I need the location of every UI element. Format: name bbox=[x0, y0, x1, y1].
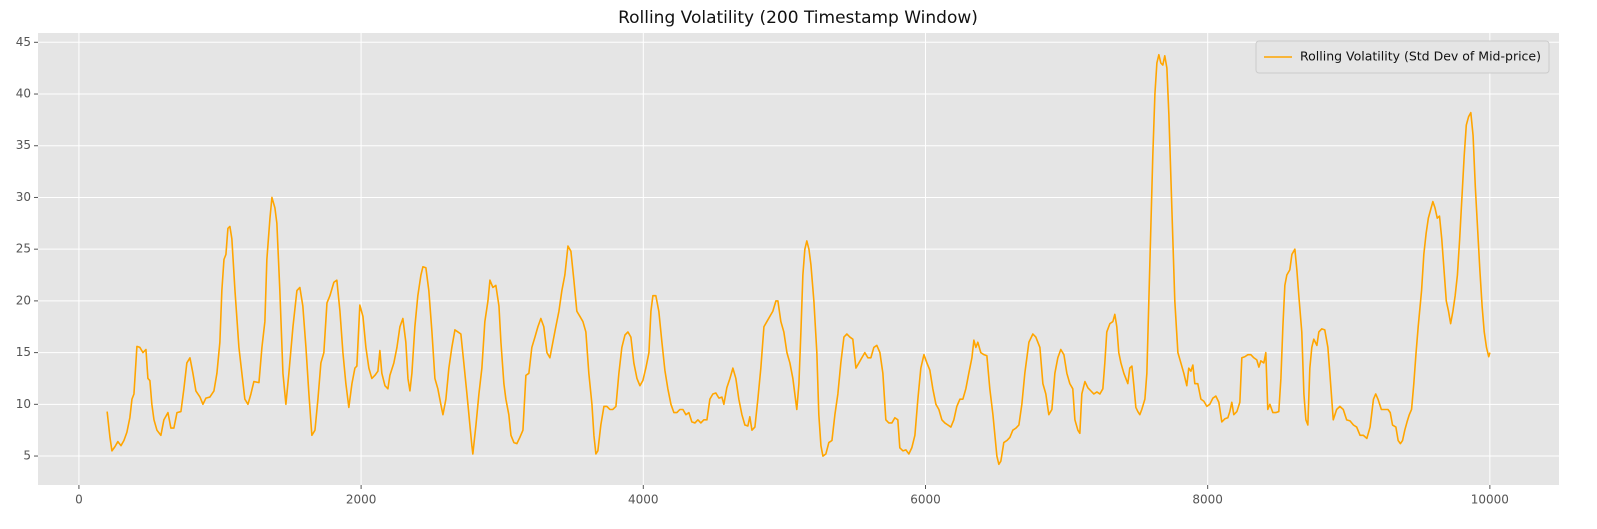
y-tick-label: 25 bbox=[16, 242, 31, 256]
legend-box bbox=[1255, 40, 1550, 74]
y-tick-label: 5 bbox=[23, 449, 31, 463]
y-tick-label: 30 bbox=[16, 190, 31, 204]
chart-title: Rolling Volatility (200 Timestamp Window… bbox=[618, 8, 978, 28]
series-line bbox=[106, 53, 1491, 466]
x-tick-label: 0 bbox=[75, 493, 83, 507]
x-tick-label: 2000 bbox=[346, 493, 377, 507]
x-tick-label: 8000 bbox=[1192, 493, 1223, 507]
y-tick-label: 20 bbox=[16, 293, 31, 307]
y-tick-label: 45 bbox=[16, 35, 31, 49]
y-tick-label: 10 bbox=[16, 397, 31, 411]
legend: Rolling Volatility (Std Dev of Mid-price… bbox=[1255, 40, 1550, 74]
y-tick-label: 35 bbox=[16, 138, 31, 152]
legend-label: Rolling Volatility (Std Dev of Mid-price… bbox=[1300, 49, 1541, 64]
x-tick-label: 6000 bbox=[910, 493, 941, 507]
x-tick-label: 4000 bbox=[628, 493, 659, 507]
x-tick-label: 10000 bbox=[1471, 493, 1509, 507]
y-tick-label: 15 bbox=[16, 345, 31, 359]
y-tick-label: 40 bbox=[16, 87, 31, 101]
